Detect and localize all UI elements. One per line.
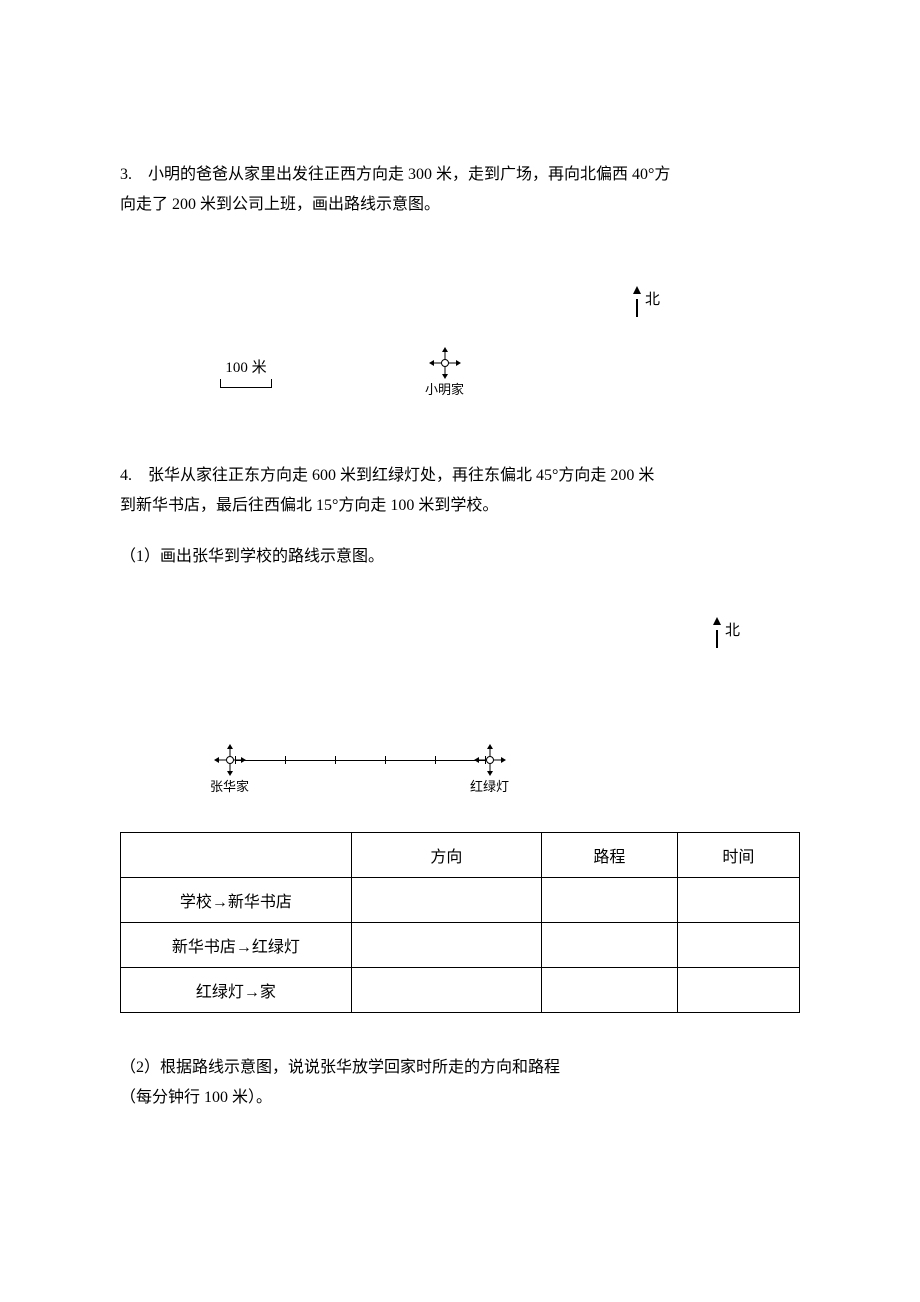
table-cell bbox=[677, 877, 799, 922]
arrow-up-icon bbox=[713, 617, 721, 625]
scale-bar-line bbox=[220, 379, 272, 388]
table-cell bbox=[541, 922, 677, 967]
table-cell bbox=[677, 967, 799, 1012]
q4-text-2: 到新华书店，最后往西偏北 15°方向走 100 米到学校。 bbox=[120, 497, 498, 514]
marker-label: 红绿灯 bbox=[470, 776, 509, 795]
q4-sub2-line2: （每分钟行 100 米）。 bbox=[120, 1089, 272, 1106]
arrow-up-icon bbox=[633, 286, 641, 294]
marker-label: 小明家 bbox=[425, 379, 464, 398]
q3-number: 3. bbox=[120, 166, 132, 183]
scale-label: 100 米 bbox=[225, 356, 266, 377]
q3-diagram: 北 100 米 小明家 bbox=[120, 241, 800, 421]
q4-sub2-line1: （2）根据路线示意图，说说张华放学回家时所走的方向和路程 bbox=[120, 1059, 560, 1076]
table-cell bbox=[351, 967, 541, 1012]
q4-sub2: （2）根据路线示意图，说说张华放学回家时所走的方向和路程 （每分钟行 100 米… bbox=[120, 1053, 800, 1114]
north-arrow: 北 bbox=[713, 612, 740, 648]
compass-marker-icon bbox=[478, 748, 502, 772]
table-header bbox=[121, 832, 352, 877]
question-3: 3. 小明的爸爸从家里出发往正西方向走 300 米，走到广场，再向北偏西 40°… bbox=[120, 160, 800, 221]
route-line bbox=[235, 760, 485, 761]
table-header: 方向 bbox=[351, 832, 541, 877]
table-cell: 新华书店→红绿灯 bbox=[121, 922, 352, 967]
table-header-row: 方向 路程 时间 bbox=[121, 832, 800, 877]
table-cell bbox=[351, 877, 541, 922]
scale-bar: 100 米 bbox=[220, 356, 272, 388]
compass-marker-icon bbox=[433, 351, 457, 375]
question-4: 4. 张华从家往正东方向走 600 米到红绿灯处，再往东偏北 45°方向走 20… bbox=[120, 461, 800, 522]
table-cell bbox=[677, 922, 799, 967]
q4-number: 4. bbox=[120, 467, 132, 484]
arrow-stem bbox=[716, 630, 718, 648]
table-cell: 学校→新华书店 bbox=[121, 877, 352, 922]
table-cell bbox=[351, 922, 541, 967]
marker-label: 张华家 bbox=[210, 776, 249, 795]
q4-text-1: 张华从家往正东方向走 600 米到红绿灯处，再往东偏北 45°方向走 200 米 bbox=[148, 467, 654, 484]
table-row: 新华书店→红绿灯 bbox=[121, 922, 800, 967]
q4-sub1: （1）画出张华到学校的路线示意图。 bbox=[120, 542, 800, 572]
north-label: 北 bbox=[645, 288, 660, 309]
marker-xiaoming-home: 小明家 bbox=[425, 351, 464, 398]
compass-marker-icon bbox=[218, 748, 242, 772]
q3-text-2: 向走了 200 米到公司上班，画出路线示意图。 bbox=[120, 196, 440, 213]
table-cell bbox=[541, 877, 677, 922]
table-row: 学校→新华书店 bbox=[121, 877, 800, 922]
table-header: 时间 bbox=[677, 832, 799, 877]
table-row: 红绿灯→家 bbox=[121, 967, 800, 1012]
north-label: 北 bbox=[725, 619, 740, 640]
table-cell: 红绿灯→家 bbox=[121, 967, 352, 1012]
arrow-stem bbox=[636, 299, 638, 317]
table-cell bbox=[541, 967, 677, 1012]
q3-text-1: 小明的爸爸从家里出发往正西方向走 300 米，走到广场，再向北偏西 40°方 bbox=[148, 166, 670, 183]
table-header: 路程 bbox=[541, 832, 677, 877]
marker-zhanghua-home: 张华家 bbox=[210, 748, 249, 795]
marker-traffic-light: 红绿灯 bbox=[470, 748, 509, 795]
north-arrow: 北 bbox=[633, 281, 660, 317]
q4-diagram: 北 张华家 bbox=[120, 592, 800, 812]
route-table: 方向 路程 时间 学校→新华书店 新华书店→红绿灯 红绿灯→家 bbox=[120, 832, 800, 1013]
